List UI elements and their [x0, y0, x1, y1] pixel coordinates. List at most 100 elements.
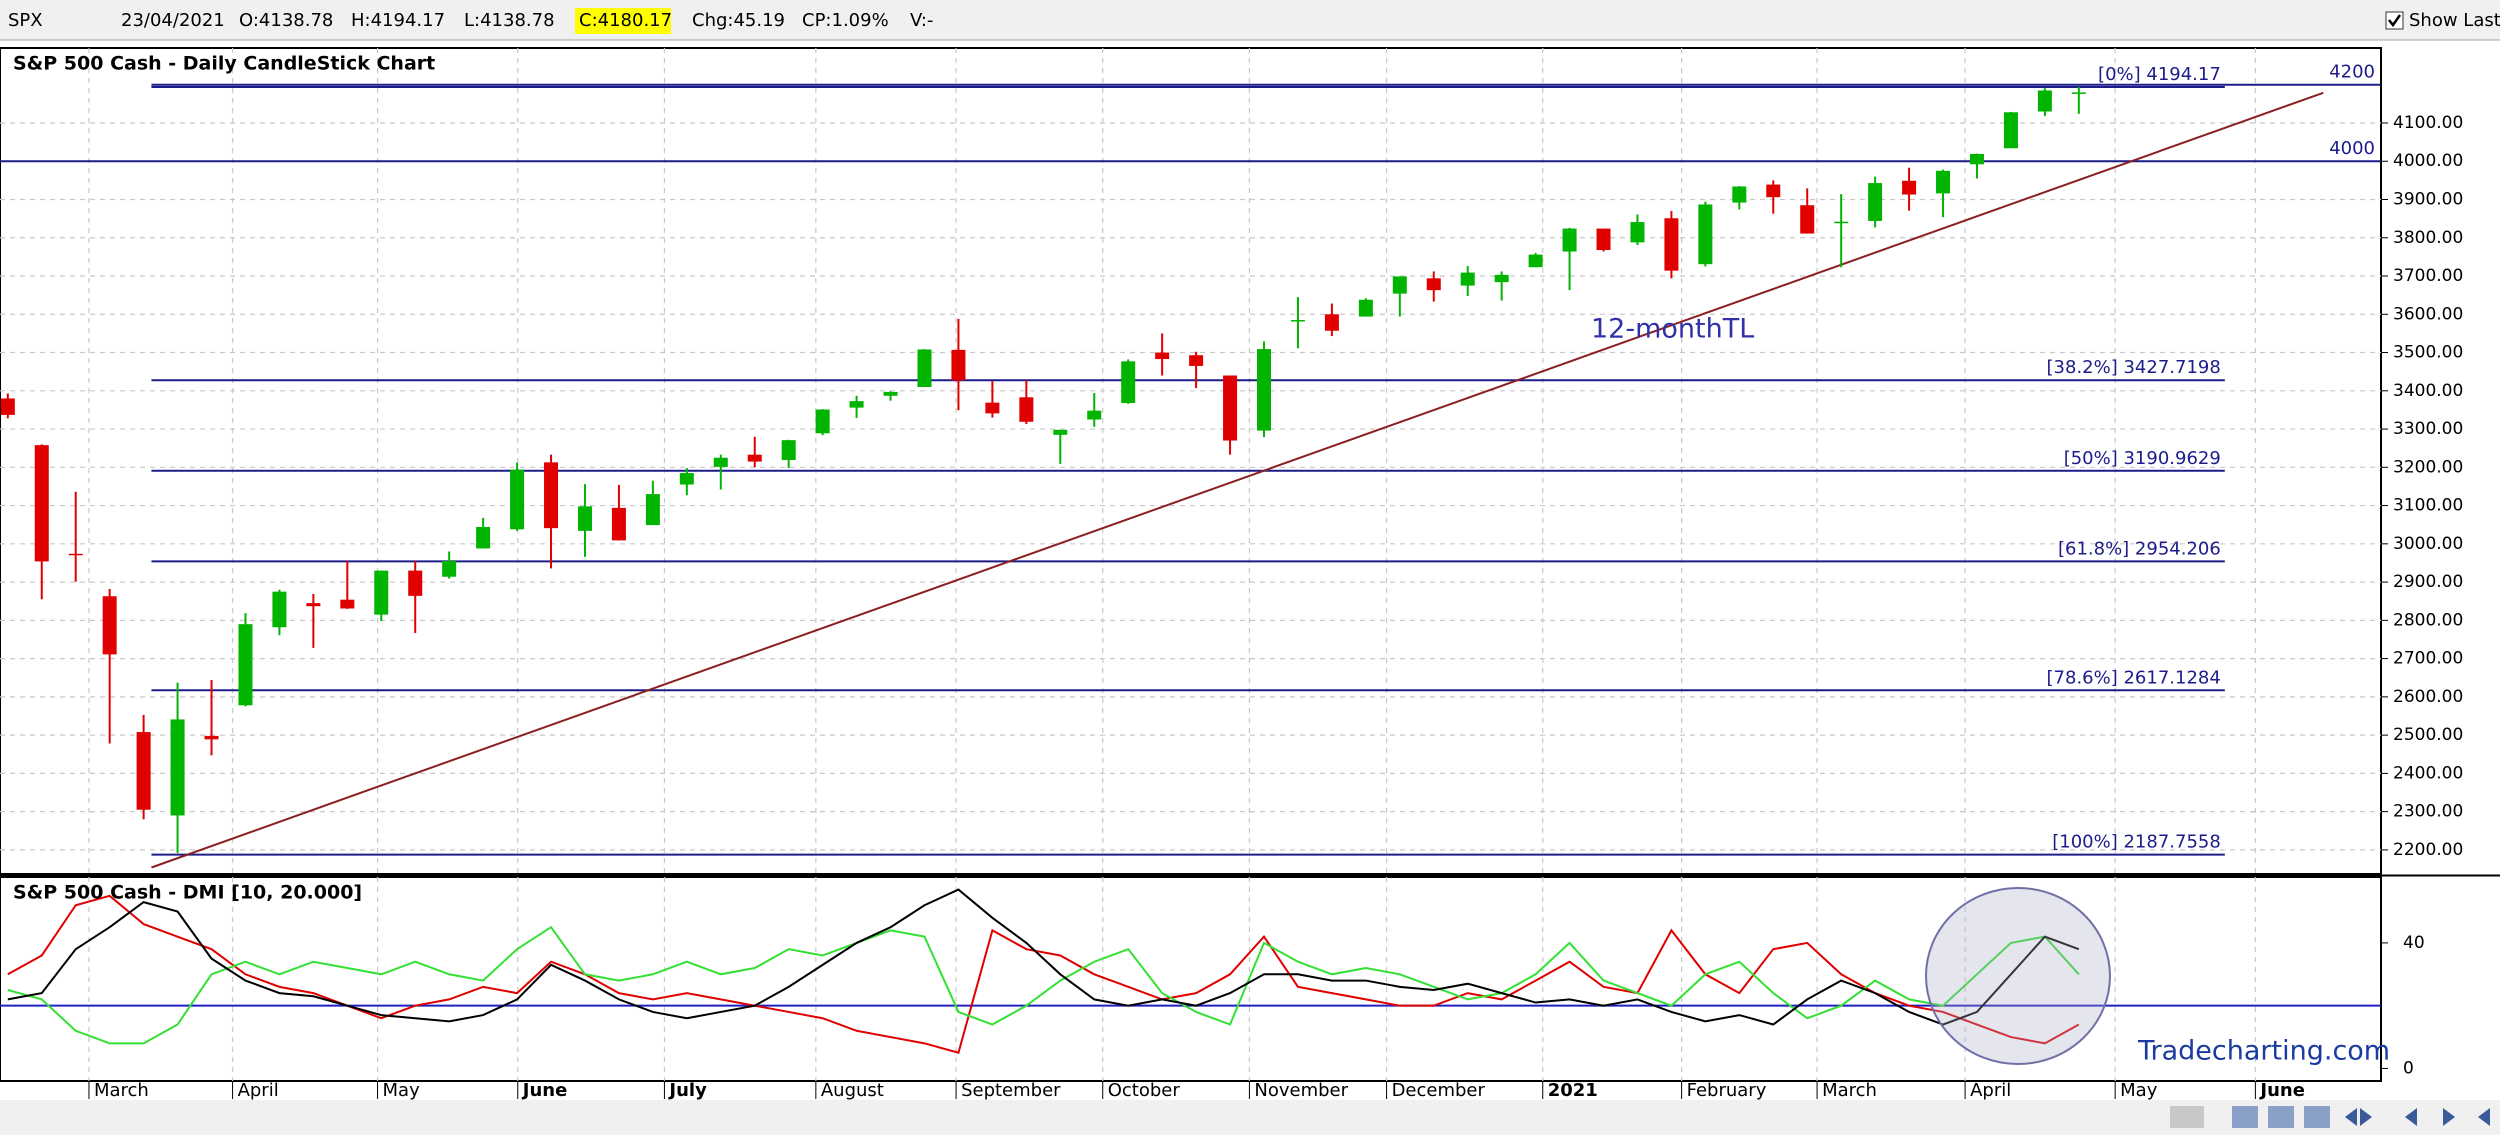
y-tick-label: 2700.00	[2393, 649, 2463, 669]
candle-body	[476, 526, 491, 549]
low: L:4138.78	[464, 10, 555, 31]
scroll-left[interactable]	[2405, 1108, 2417, 1126]
candle-body	[1800, 205, 1815, 234]
candle-body	[374, 570, 389, 615]
close: C:4180.17	[579, 10, 672, 31]
candle-body	[136, 732, 151, 810]
watermark: Tradecharting.com	[2137, 1036, 2390, 1067]
x-tick-label: May	[383, 1080, 421, 1101]
y-tick-label: 3800.00	[2393, 228, 2463, 248]
candle-body	[1290, 320, 1305, 322]
candle-body	[1392, 276, 1407, 294]
candle-body	[1426, 278, 1441, 291]
candle-body	[1732, 186, 1747, 203]
fib-level-label: [61.8%] 2954.206	[2058, 538, 2221, 559]
candle-body	[1698, 204, 1713, 265]
fib-level-label: [0%] 4194.17	[2098, 64, 2221, 85]
candle-body	[985, 402, 1000, 414]
candle-body	[1766, 184, 1781, 198]
close-highlight	[575, 8, 671, 34]
horizontal-line-label: 4000	[2329, 138, 2375, 159]
candle-body	[1834, 221, 1849, 224]
scroll-thumb[interactable]	[2170, 1106, 2204, 1128]
x-tick-label: February	[1687, 1080, 1767, 1101]
high: H:4194.17	[351, 10, 445, 31]
x-tick-label: 2021	[1548, 1080, 1598, 1101]
scroll-ends[interactable]	[2345, 1108, 2372, 1126]
candle-body	[204, 735, 219, 740]
y-tick-label: 40	[2403, 933, 2425, 953]
open: O:4138.78	[239, 10, 333, 31]
y-tick-label: 3400.00	[2393, 381, 2463, 401]
candle-body	[1324, 314, 1339, 331]
candle-body	[2003, 112, 2018, 149]
y-tick-label: 4000.00	[2393, 151, 2463, 171]
x-tick-label: September	[961, 1080, 1061, 1101]
candle-body	[1562, 228, 1577, 252]
fib-level-label: [100%] 2187.7558	[2052, 832, 2221, 853]
x-tick-label: May	[2120, 1080, 2158, 1101]
y-tick-label: 3000.00	[2393, 534, 2463, 554]
candle-body	[306, 603, 321, 607]
candle-body	[577, 506, 592, 531]
y-tick-label: 2900.00	[2393, 572, 2463, 592]
x-tick-label: March	[1822, 1080, 1877, 1101]
x-tick-label: June	[2258, 1080, 2305, 1101]
x-tick-label: December	[1392, 1080, 1486, 1101]
candle-body	[1494, 274, 1509, 283]
y-tick-label: 2300.00	[2393, 802, 2463, 822]
candle-body	[1019, 397, 1034, 422]
candle-body	[272, 591, 287, 628]
candle-body	[951, 349, 966, 381]
x-tick-label: April	[238, 1080, 279, 1101]
scroll-start[interactable]	[2478, 1108, 2490, 1126]
highlight-ellipse	[1925, 887, 2111, 1065]
y-tick-label: 0	[2403, 1058, 2414, 1078]
x-tick-label: July	[667, 1080, 707, 1101]
y-tick-label: 3300.00	[2393, 419, 2463, 439]
date: 23/04/2021	[121, 10, 225, 31]
fib-level-label: [50%] 3190.9629	[2064, 448, 2221, 469]
candle-body	[68, 553, 83, 556]
candle-body	[747, 454, 762, 462]
y-tick-label: 2500.00	[2393, 725, 2463, 745]
candle-body	[1528, 254, 1543, 268]
trendline-label: 12-monthTL	[1591, 314, 1754, 345]
dmi-title: S&P 500 Cash - DMI [10, 20.000]	[13, 882, 362, 904]
fib-level-label: [78.6%] 2617.1284	[2047, 667, 2221, 688]
change: Chg:45.19	[692, 10, 785, 31]
candle-body	[1053, 429, 1068, 435]
price-title: S&P 500 Cash - Daily CandleStick Chart	[13, 53, 435, 75]
candle-body	[611, 507, 626, 541]
volume: V:-	[910, 10, 933, 31]
price-plot: 4200 4000 [0%] 4194.17 [38.2%] 3427.7198 [50…	[0, 48, 2381, 874]
dmi-line	[7, 888, 2080, 1026]
x-tick-label: November	[1254, 1080, 1348, 1101]
show-last-label[interactable]: Show Last	[2409, 10, 2500, 31]
zoom-button[interactable]	[2304, 1106, 2330, 1128]
zoom-button[interactable]	[2232, 1106, 2258, 1128]
zoom-button[interactable]	[2268, 1106, 2294, 1128]
y-tick-label: 2400.00	[2393, 763, 2463, 783]
x-tick-label: June	[521, 1080, 568, 1101]
horizontal-line-label: 4200	[2329, 62, 2375, 83]
dmi-line	[7, 925, 2080, 1045]
price-panel	[0, 47, 2382, 875]
candle-body	[815, 409, 830, 434]
candle-body	[1630, 222, 1645, 243]
scroll-right[interactable]	[2443, 1108, 2455, 1126]
candle-body	[1121, 361, 1136, 404]
candle-body	[408, 570, 423, 596]
x-tick-label: August	[821, 1080, 884, 1101]
candle-body	[442, 561, 457, 577]
candle-body	[1460, 272, 1475, 286]
axes: 2200.00 2300.00 2400.00 2500.00 2600.00 2700.…	[88, 113, 2463, 1101]
candle-body	[544, 462, 559, 529]
candle-body	[2071, 92, 2086, 94]
candle-body	[170, 719, 185, 816]
fib-level-label: [38.2%] 3427.7198	[2047, 357, 2221, 378]
change-pct: CP:1.09%	[802, 10, 889, 31]
candle-body	[645, 494, 660, 526]
symbol: SPX	[8, 10, 43, 31]
